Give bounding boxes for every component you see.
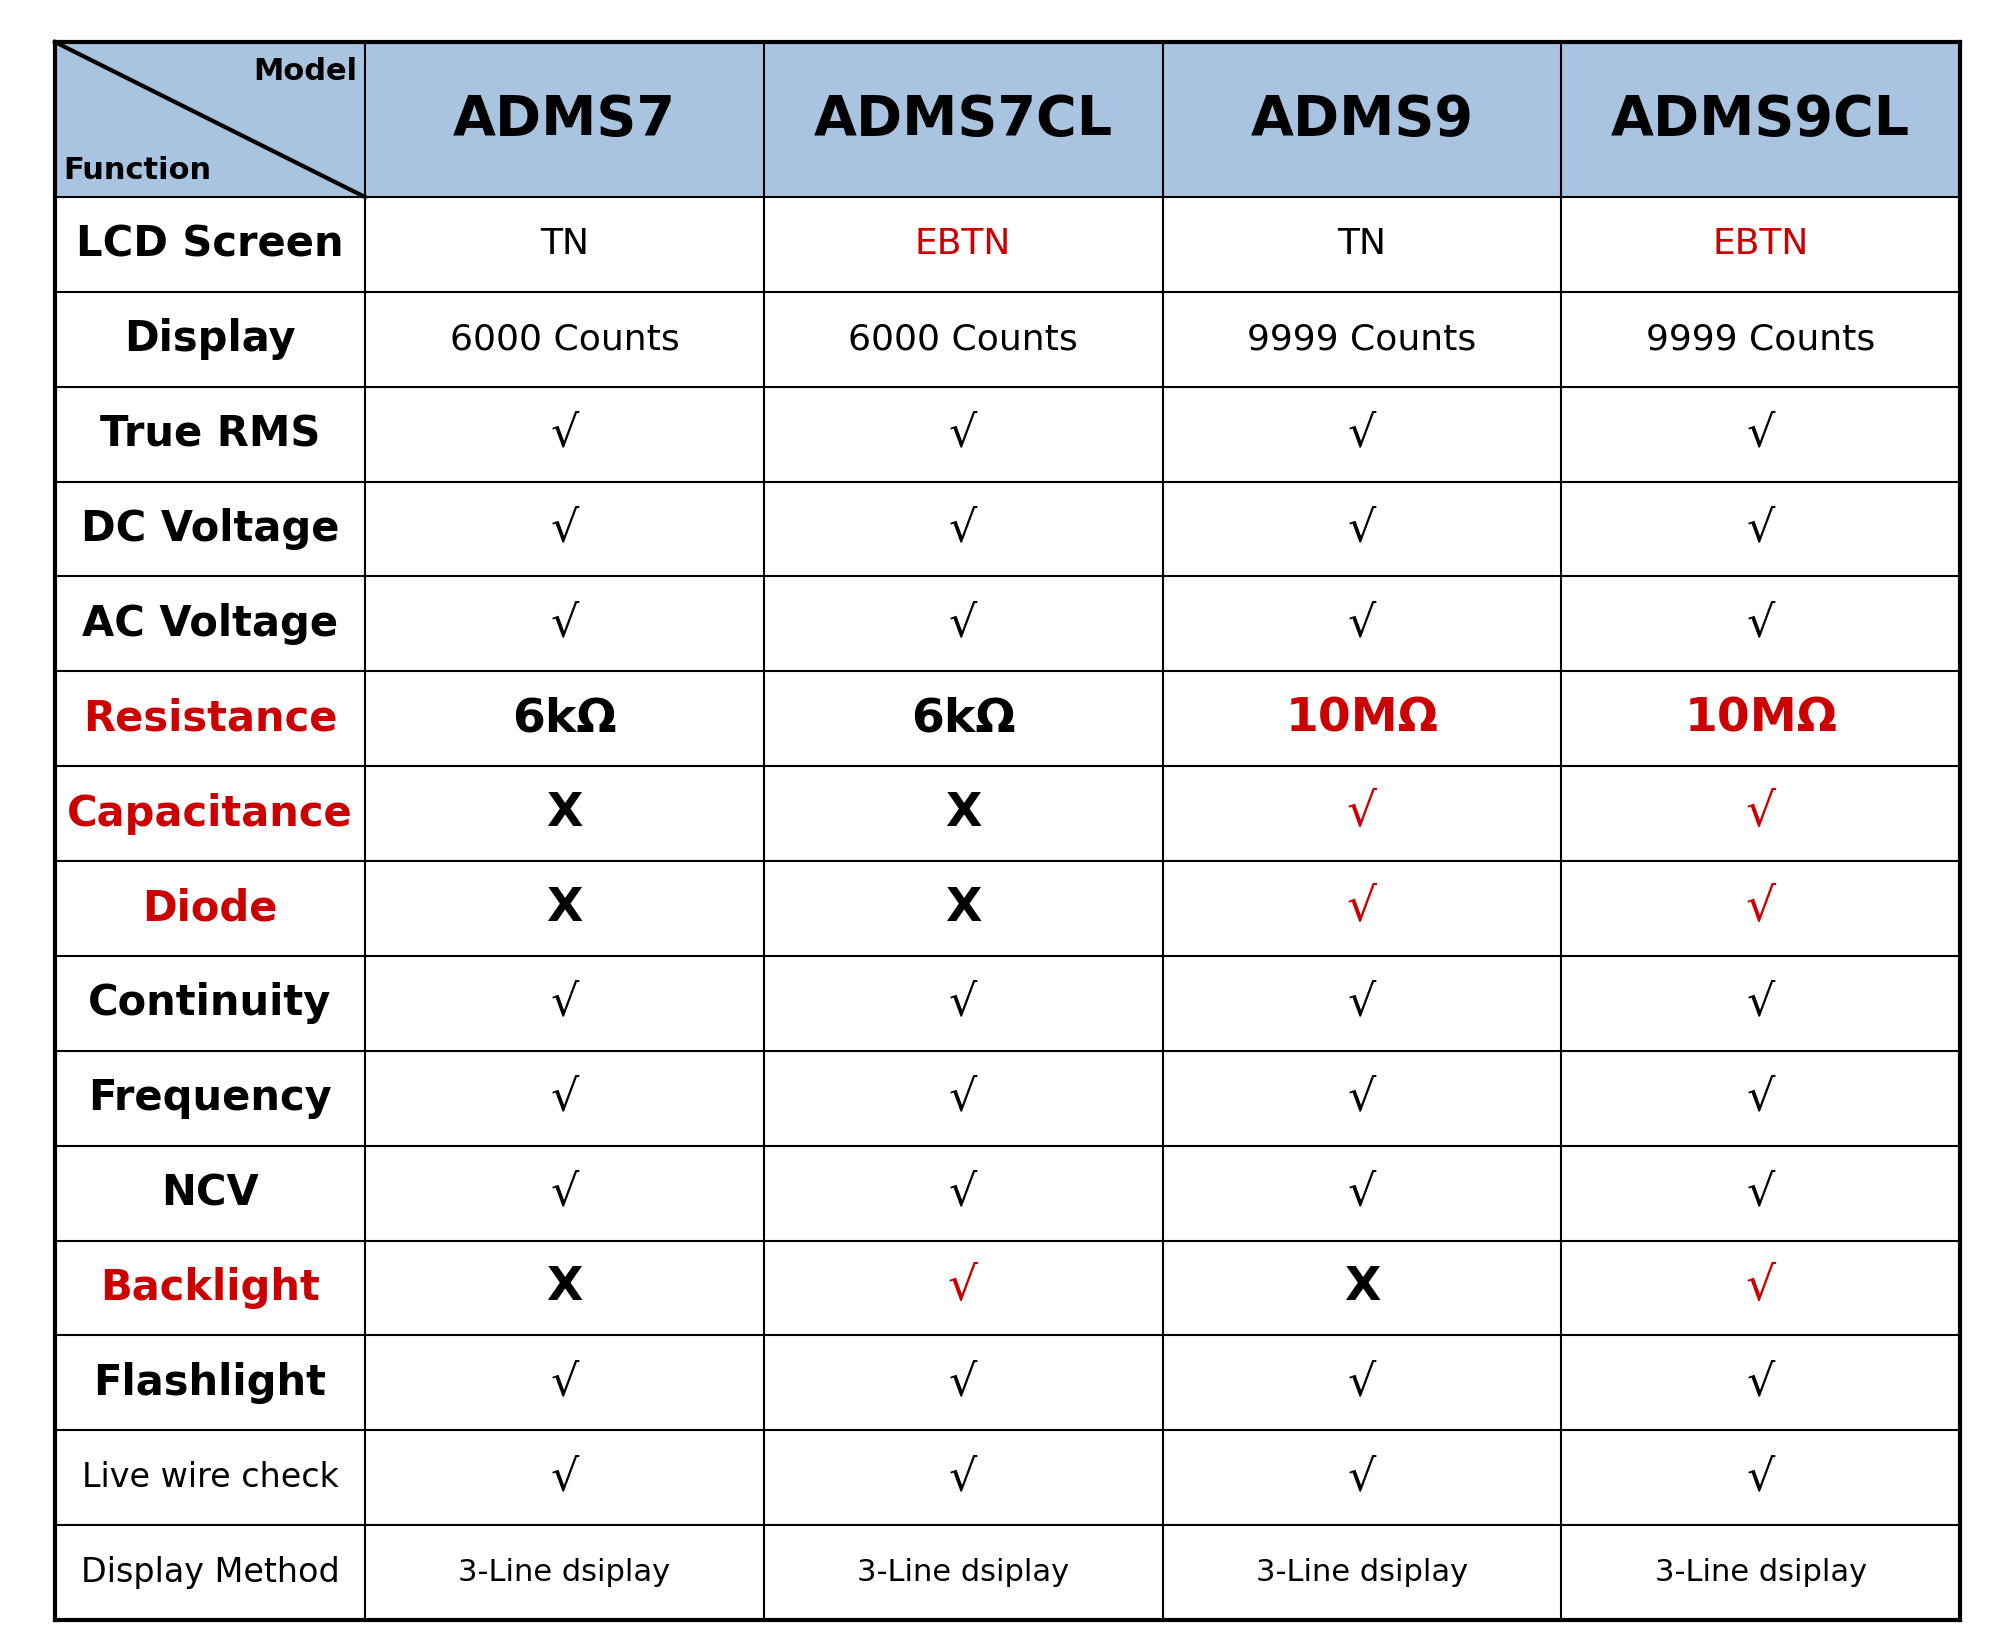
Text: 3-Line dsiplay: 3-Line dsiplay [858,1559,1070,1587]
Text: Diode: Diode [142,888,278,930]
Text: √: √ [1348,603,1376,646]
Text: √: √ [1348,1172,1376,1215]
Text: √: √ [1746,791,1776,835]
Text: True RMS: True RMS [100,413,320,456]
Text: √: √ [948,413,978,456]
Text: Live wire check: Live wire check [82,1461,338,1494]
Text: 10MΩ: 10MΩ [1286,697,1438,741]
Text: √: √ [1746,887,1776,931]
Text: √: √ [550,1456,578,1499]
Text: Flashlight: Flashlight [94,1362,326,1403]
Text: ADMS7CL: ADMS7CL [814,92,1112,147]
Text: √: √ [948,982,978,1025]
Text: ADMS7: ADMS7 [452,92,676,147]
Text: 10MΩ: 10MΩ [1684,697,1838,741]
Text: Backlight: Backlight [100,1266,320,1309]
Text: 9999 Counts: 9999 Counts [1248,322,1476,357]
Bar [1562,41,1960,196]
Text: √: √ [948,1076,978,1119]
Text: Continuity: Continuity [88,982,332,1024]
Text: √: √ [1746,603,1774,646]
Text: 3-Line dsiplay: 3-Line dsiplay [1654,1559,1866,1587]
Text: Capacitance: Capacitance [68,792,352,835]
Text: √: √ [948,1456,978,1499]
Text: √: √ [1746,1172,1774,1215]
Text: X: X [944,887,982,931]
Bar [364,41,764,196]
Text: √: √ [1746,982,1774,1025]
Text: X: X [1344,1265,1380,1311]
Text: X: X [546,887,582,931]
Text: ADMS9: ADMS9 [1250,92,1474,147]
Text: √: √ [550,507,578,550]
Text: AC Voltage: AC Voltage [82,603,338,646]
Bar [56,41,364,196]
Text: √: √ [948,603,978,646]
Text: √: √ [550,1076,578,1119]
Text: LCD Screen: LCD Screen [76,223,344,266]
Text: 6000 Counts: 6000 Counts [450,322,680,357]
Text: √: √ [550,1362,578,1405]
Text: √: √ [1746,1265,1776,1311]
Text: TN: TN [540,228,588,261]
Text: Resistance: Resistance [82,698,338,740]
Text: √: √ [948,507,978,550]
Text: √: √ [550,1172,578,1215]
Text: √: √ [1348,1456,1376,1499]
Text: X: X [944,791,982,835]
Text: √: √ [1746,413,1774,456]
Text: TN: TN [1338,228,1386,261]
Text: Display Method: Display Method [80,1555,340,1588]
Text: √: √ [1346,791,1376,835]
Text: Function: Function [64,155,212,185]
Text: ADMS9CL: ADMS9CL [1612,92,1910,147]
Bar [764,41,1162,196]
Text: √: √ [1348,1362,1376,1405]
Text: X: X [546,1265,582,1311]
Text: Display: Display [124,319,296,360]
Text: √: √ [948,1362,978,1405]
Text: 3-Line dsiplay: 3-Line dsiplay [458,1559,670,1587]
Text: √: √ [550,982,578,1025]
Text: 6000 Counts: 6000 Counts [848,322,1078,357]
Text: √: √ [948,1265,978,1311]
Text: Model: Model [252,58,356,86]
Text: EBTN: EBTN [1712,228,1808,261]
Bar [1162,41,1562,196]
Text: 6kΩ: 6kΩ [512,697,616,741]
Text: √: √ [550,413,578,456]
Text: EBTN: EBTN [914,228,1012,261]
Text: √: √ [1746,1456,1774,1499]
Text: √: √ [1348,982,1376,1025]
Text: √: √ [1348,507,1376,550]
Text: 9999 Counts: 9999 Counts [1646,322,1876,357]
Text: DC Voltage: DC Voltage [80,509,340,550]
Text: √: √ [1746,1362,1774,1405]
Text: X: X [546,791,582,835]
Text: √: √ [1348,1076,1376,1119]
Text: NCV: NCV [162,1172,258,1213]
Text: √: √ [550,603,578,646]
Text: √: √ [1746,1076,1774,1119]
Text: √: √ [1348,413,1376,456]
Text: Frequency: Frequency [88,1076,332,1119]
Text: √: √ [1346,887,1376,931]
Text: 3-Line dsiplay: 3-Line dsiplay [1256,1559,1468,1587]
Text: √: √ [1746,507,1774,550]
Text: √: √ [948,1172,978,1215]
Text: 6kΩ: 6kΩ [910,697,1016,741]
